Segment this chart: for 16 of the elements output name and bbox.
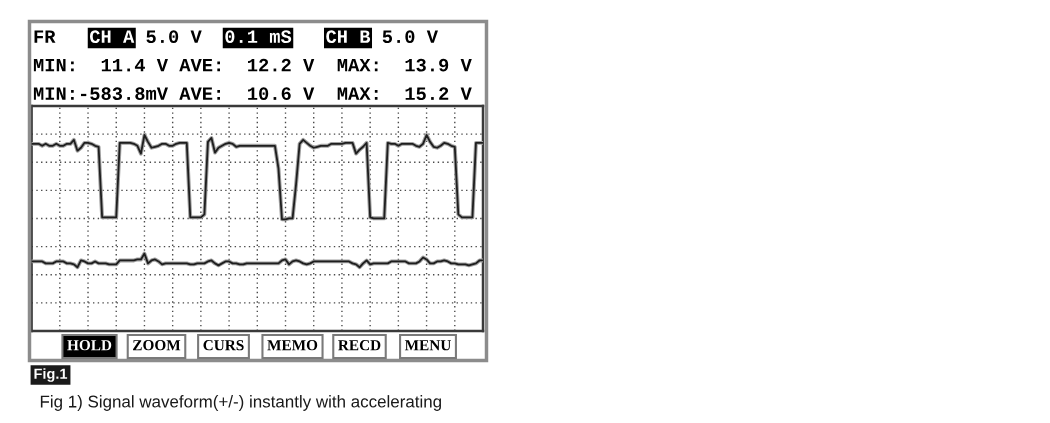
text: 5.0 V [146, 30, 202, 44]
text: RECD [338, 340, 381, 351]
caption: Fig.1 [34, 368, 68, 382]
text: ZOOM [133, 340, 181, 351]
text: FR [34, 30, 56, 43]
text: HOLD [67, 340, 112, 351]
text: CH A [89, 30, 135, 44]
caption: Fig 1) Signal waveform(+/-) instantly with accelerating [40, 395, 441, 411]
text: CURS [203, 340, 244, 351]
text: MENU [404, 340, 451, 351]
text: CH B [326, 30, 371, 44]
text: MEMO [267, 340, 318, 351]
text: MIN: 11.4 V AVE: 12.2 V MAX: 13.9 V [33, 58, 472, 72]
text: 5.0 V [382, 30, 438, 44]
text: MIN:-583.8mV AVE: 10.6 V MAX: 15.2 V [33, 87, 472, 101]
text: 0.1 mS [225, 30, 292, 44]
